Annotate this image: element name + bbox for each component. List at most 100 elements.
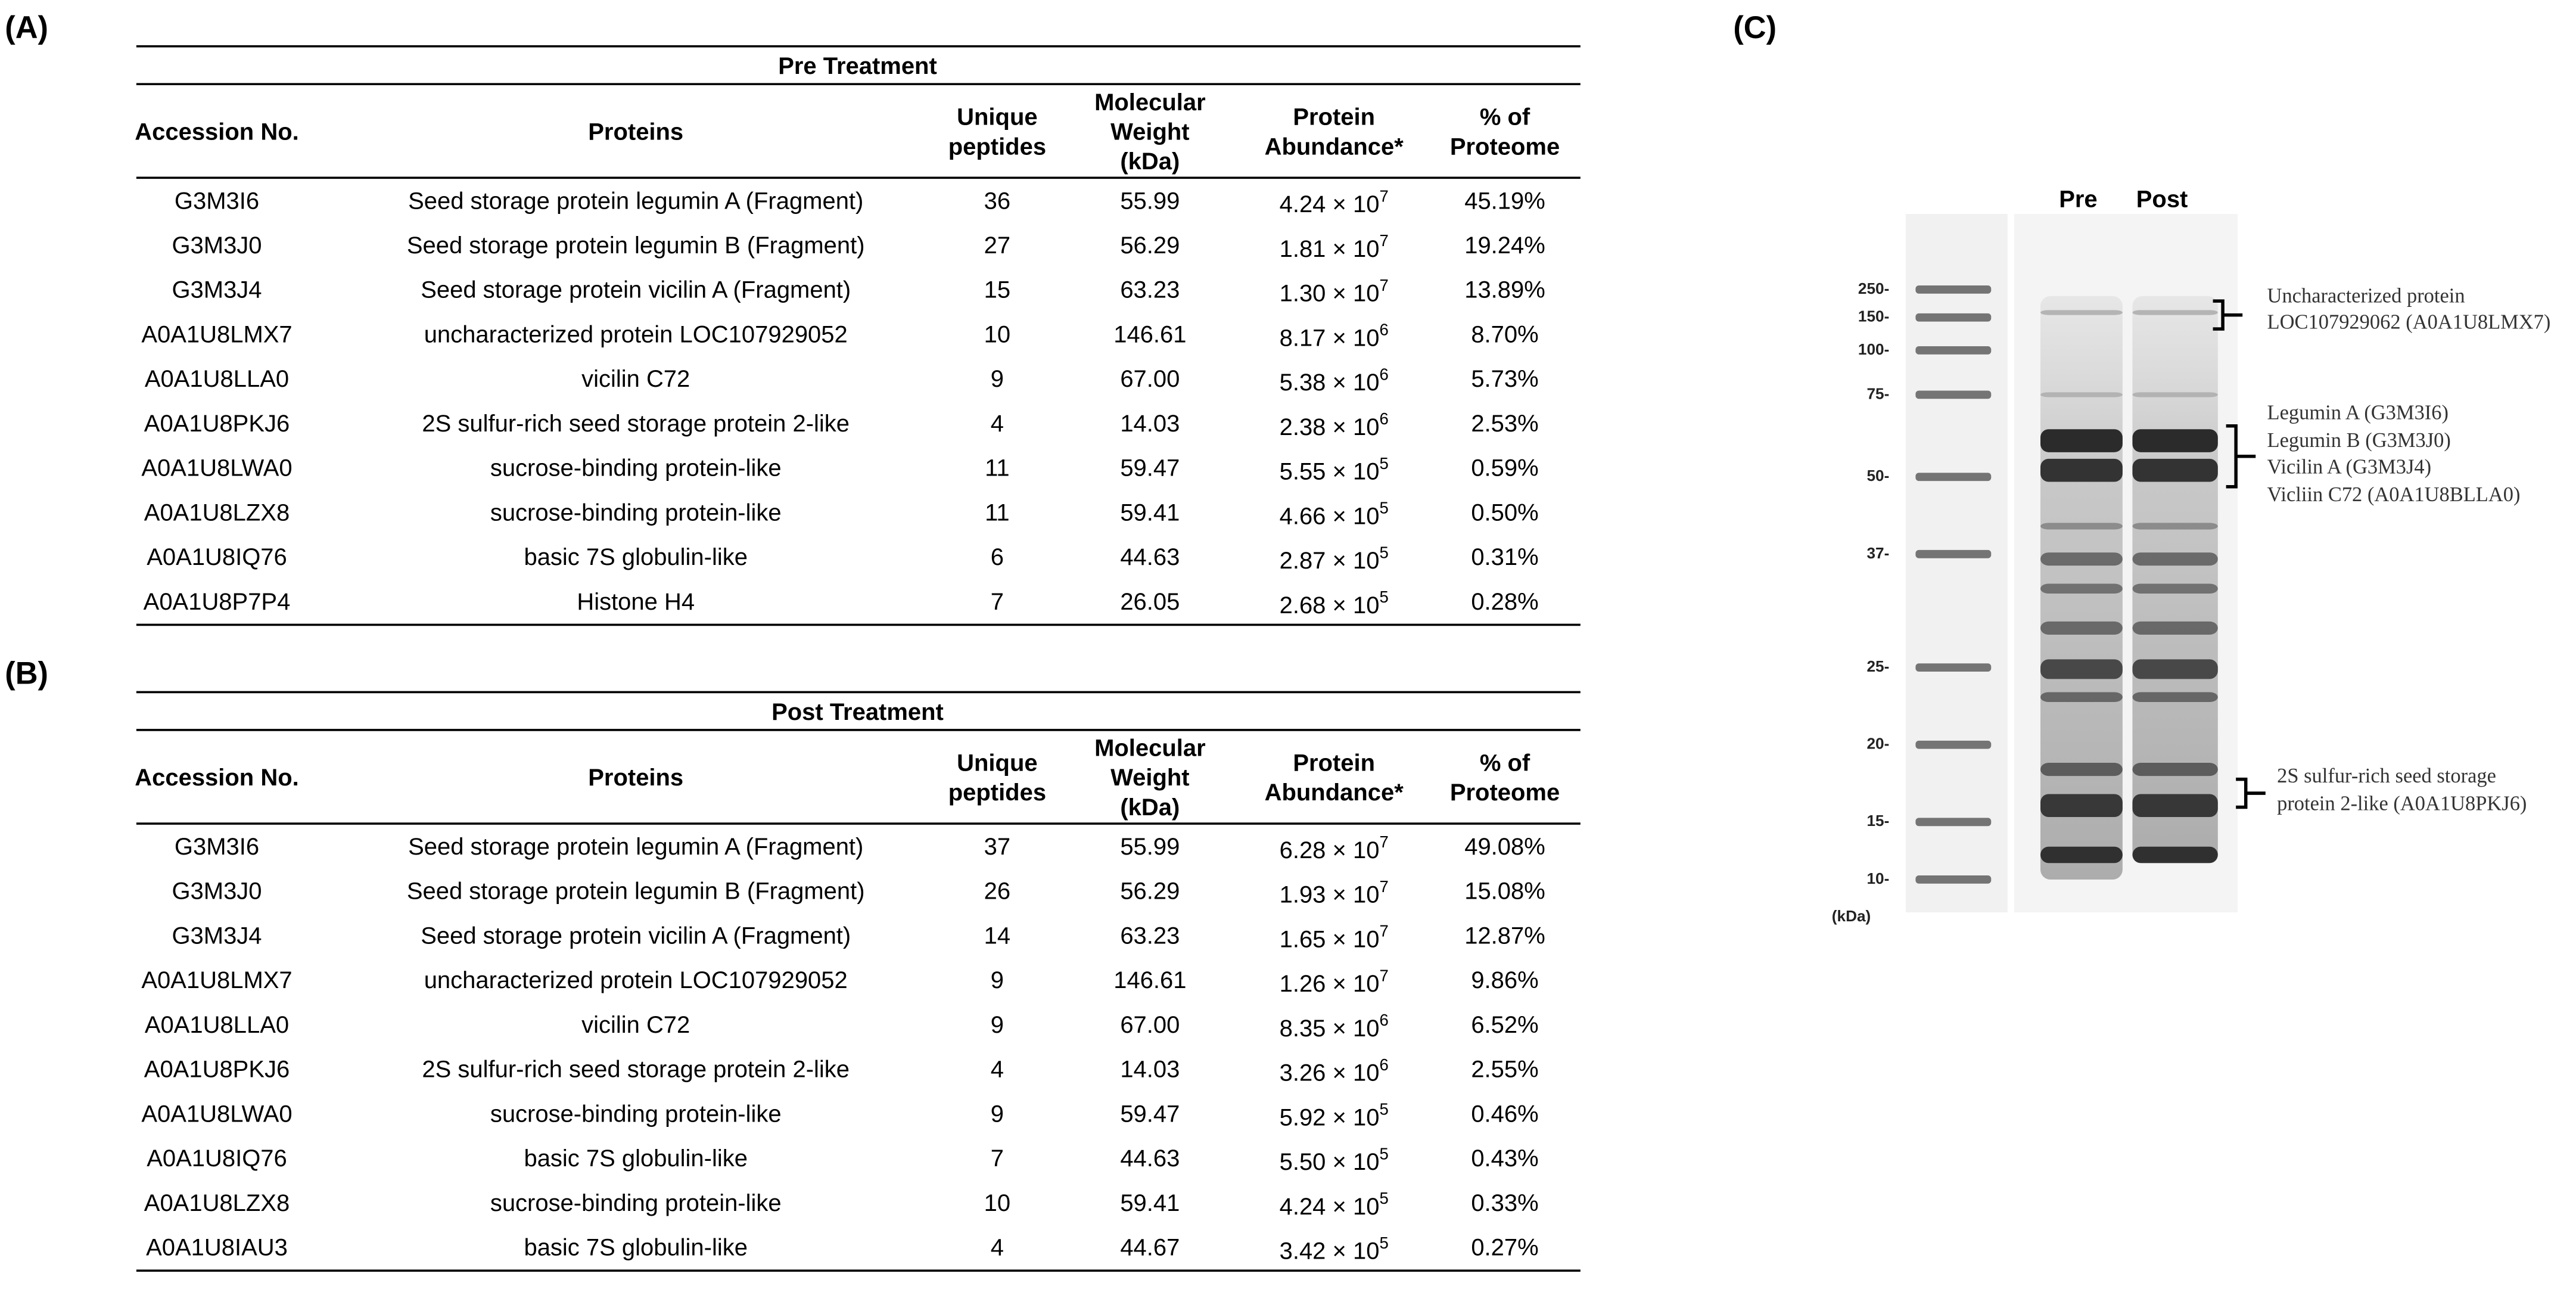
marker-label: 75- xyxy=(1866,384,1889,402)
table-cell: basic 7S globulin-like xyxy=(524,544,747,570)
column-header: Molecular xyxy=(1094,89,1206,116)
table-cell: 12.87% xyxy=(1464,923,1545,949)
column-header: Proteome xyxy=(1450,133,1560,160)
table-cell: G3M3J0 xyxy=(172,878,262,905)
column-header: Weight xyxy=(1110,765,1189,791)
table-cell: 26.05 xyxy=(1120,589,1180,615)
table-cell: 27 xyxy=(984,232,1010,259)
column-header: (kDa) xyxy=(1120,794,1180,821)
gel-band xyxy=(2040,552,2123,566)
table-cell: 2.68 × 105 xyxy=(1280,588,1389,618)
table-cell: 2.87 × 105 xyxy=(1280,543,1389,574)
table-cell: 37 xyxy=(984,834,1010,860)
table-cell: 44.63 xyxy=(1120,544,1180,570)
panel-label: (A) xyxy=(5,11,48,45)
table-cell: 8.35 × 106 xyxy=(1280,1011,1389,1041)
table-cell: 1.30 × 107 xyxy=(1280,276,1389,306)
gel-band xyxy=(2132,310,2218,315)
table-cell: 0.59% xyxy=(1471,455,1538,482)
table-cell: A0A1U8PKJ6 xyxy=(144,411,290,437)
table-cell: 67.00 xyxy=(1120,1012,1180,1038)
gel-band xyxy=(2132,692,2218,703)
table-cell: A0A1U8P7P4 xyxy=(144,589,291,615)
table-cell: 9 xyxy=(991,967,1004,993)
table-cell: 5.38 × 106 xyxy=(1280,365,1389,396)
gel-band xyxy=(2132,392,2218,397)
table-cell: 7 xyxy=(991,1145,1004,1172)
table-cell: vicilin C72 xyxy=(581,366,690,392)
table-cell: 11 xyxy=(985,499,1010,526)
table-cell: A0A1U8PKJ6 xyxy=(144,1057,290,1083)
marker-band xyxy=(1915,313,1992,322)
table-cell: 0.46% xyxy=(1471,1101,1538,1127)
marker-band xyxy=(1915,818,1992,827)
marker-label: 10- xyxy=(1866,869,1889,887)
table-cell: A0A1U8LLA0 xyxy=(145,366,289,392)
abundance-exponent: 5 xyxy=(1379,1234,1388,1252)
gel-band xyxy=(2040,763,2123,776)
abundance-exponent: 6 xyxy=(1379,365,1388,384)
column-header: peptides xyxy=(948,133,1046,160)
brace xyxy=(2213,299,2243,331)
table-cell: uncharacterized protein LOC107929052 xyxy=(424,321,848,347)
table-cell: 2S sulfur-rich seed storage protein 2-li… xyxy=(422,1057,850,1083)
column-header: Unique xyxy=(957,750,1037,776)
marker-lane-bg xyxy=(1905,213,2008,912)
table-cell: 59.41 xyxy=(1120,499,1180,526)
abundance-exponent: 7 xyxy=(1379,187,1388,206)
table-cell: 15.08% xyxy=(1464,878,1545,905)
table-cell: basic 7S globulin-like xyxy=(524,1145,747,1172)
table-cell: 19.24% xyxy=(1464,232,1545,259)
band-annotation: Vicilin A (G3M3J4) xyxy=(2267,455,2432,478)
table-cell: 59.47 xyxy=(1120,455,1180,482)
table-cell: 1.65 × 107 xyxy=(1280,922,1389,952)
column-header: peptides xyxy=(948,779,1046,806)
marker-label: 50- xyxy=(1866,467,1889,484)
table-cell: 63.23 xyxy=(1120,277,1180,303)
abundance-base: 5.50 × 10 xyxy=(1280,1149,1380,1175)
abundance-base: 5.92 × 10 xyxy=(1280,1104,1380,1130)
marker-band xyxy=(1915,663,1992,672)
marker-label: 100- xyxy=(1858,340,1889,358)
abundance-exponent: 5 xyxy=(1379,543,1388,562)
table-cell: 59.47 xyxy=(1120,1101,1180,1127)
band-annotation: Legumin A (G3M3I6) xyxy=(2267,401,2449,424)
column-header: Proteins xyxy=(588,765,683,791)
column-header: Accession No. xyxy=(135,119,298,145)
table-cell: 1.93 × 107 xyxy=(1280,877,1389,908)
table-cell: 44.67 xyxy=(1120,1235,1180,1261)
gel-band xyxy=(2040,794,2123,818)
gel-band xyxy=(2040,458,2123,482)
table-cell: 6.52% xyxy=(1471,1012,1538,1038)
table-cell: A0A1U8LWA0 xyxy=(141,1101,292,1127)
column-header: Proteins xyxy=(588,119,683,145)
abundance-base: 5.55 × 10 xyxy=(1280,458,1380,484)
table-cell: 0.50% xyxy=(1471,499,1538,526)
abundance-exponent: 5 xyxy=(1379,1100,1388,1119)
marker-label: 150- xyxy=(1858,308,1889,325)
abundance-exponent: 7 xyxy=(1379,276,1388,294)
abundance-exponent: 5 xyxy=(1379,499,1388,517)
abundance-exponent: 5 xyxy=(1379,1145,1388,1163)
gel-band xyxy=(2040,621,2123,635)
table-cell: A0A1U8LLA0 xyxy=(145,1012,289,1038)
table-cell: 45.19% xyxy=(1464,188,1545,214)
table-cell: A0A1U8LZX8 xyxy=(144,499,290,526)
table-cell: Seed storage protein legumin B (Fragment… xyxy=(407,878,865,905)
gel-band xyxy=(2132,846,2218,864)
abundance-base: 4.24 × 10 xyxy=(1280,1193,1380,1219)
band-annotation: 2S sulfur-rich seed storage xyxy=(2277,765,2496,787)
abundance-base: 8.35 × 10 xyxy=(1280,1015,1380,1041)
table-cell: 0.33% xyxy=(1471,1190,1538,1216)
abundance-base: 1.30 × 10 xyxy=(1280,280,1380,306)
table-cell: A0A1U8LZX8 xyxy=(144,1190,290,1216)
gel-band xyxy=(2040,659,2123,679)
abundance-base: 8.17 × 10 xyxy=(1280,325,1380,351)
abundance-base: 4.24 × 10 xyxy=(1280,191,1380,218)
marker-band xyxy=(1915,875,1992,884)
abundance-base: 5.38 × 10 xyxy=(1280,369,1380,396)
marker-band xyxy=(1915,740,1992,749)
table-cell: 26 xyxy=(984,878,1010,905)
table-cell: G3M3I6 xyxy=(175,834,259,860)
post-lane-smear xyxy=(2132,296,2218,864)
